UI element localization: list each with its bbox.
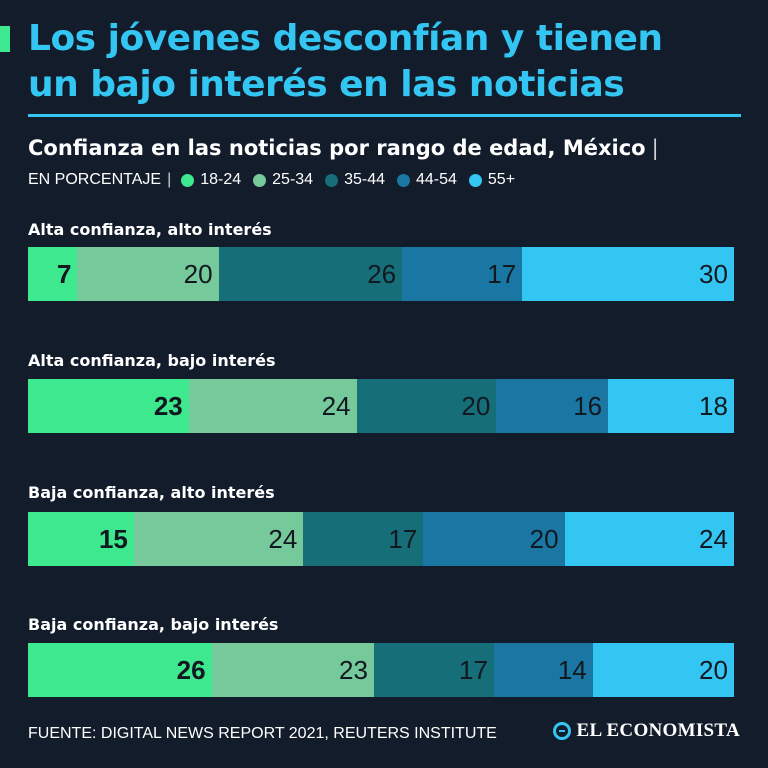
segment-value-label: 23 (153, 391, 183, 421)
stacked-bar: 7 20 26 17 30 (28, 247, 734, 301)
segment-value-label: 24 (699, 524, 728, 554)
segment-value-label: 15 (98, 524, 128, 554)
bar-segment-35-44: 17 (303, 512, 424, 566)
legend-label: 44-54 (415, 171, 457, 188)
legend-dot-icon (468, 173, 482, 187)
bar-segment-25-34: 24 (133, 512, 304, 566)
legend: EN PORCENTAJE | 18-24 25-34 35-44 44-54 55+ (28, 168, 527, 192)
legend-dot-icon (181, 173, 195, 187)
legend-separator: | (167, 171, 172, 188)
segment-value-label: 26 (176, 655, 206, 685)
legend-items: 18-24 25-34 35-44 44-54 55+ (181, 168, 527, 192)
stacked-bar: 23 24 20 16 18 (28, 379, 734, 433)
legend-item-1: 18-24 (181, 168, 241, 192)
brand-logo: EL ECONOMISTA (552, 720, 741, 742)
segment-value-label: 7 (56, 259, 72, 289)
segment-value-label: 20 (529, 524, 559, 554)
segment-value-label: 20 (183, 259, 213, 289)
stacked-bar: 15 24 17 20 24 (28, 512, 734, 566)
bar-segment-35-44: 26 (218, 247, 403, 301)
bar-segment-55+: 18 (608, 379, 734, 433)
title-line-2: un bajo interés en las noticias (28, 64, 625, 105)
brand-e-icon (552, 722, 571, 740)
title-line-1: Los jóvenes desconfían y tienen (28, 18, 663, 59)
segment-value-label: 24 (321, 391, 351, 421)
legend-label: 35-44 (344, 171, 385, 188)
bar-segment-18-24: 23 (28, 379, 189, 433)
chart-title-text: Confianza en las noticias por rango de e… (28, 136, 646, 160)
title-divider (28, 114, 741, 117)
row-label: Baja confianza, alto interés (28, 483, 275, 502)
legend-dot-icon (253, 173, 267, 187)
segment-value-label: 20 (699, 655, 728, 685)
segment-value-label: 24 (268, 524, 298, 554)
segment-value-label: 26 (367, 259, 397, 289)
bar-segment-18-24: 26 (28, 643, 212, 697)
source-note: FUENTE: DIGITAL NEWS REPORT 2021, REUTER… (28, 725, 497, 742)
segment-value-label: 20 (461, 391, 491, 421)
segment-value-label: 17 (459, 655, 488, 685)
legend-item-3: 35-44 (325, 168, 385, 192)
legend-item-5: 55+ (468, 168, 516, 192)
row-label: Baja confianza, bajo interés (28, 615, 279, 634)
chart-title-separator: | (651, 136, 659, 160)
segment-value-label: 17 (487, 259, 517, 289)
legend-label: 55+ (487, 171, 516, 188)
legend-item-4: 44-54 (396, 168, 457, 192)
bar-segment-25-34: 24 (188, 379, 357, 433)
chart-subtitle: EN PORCENTAJE (28, 171, 162, 188)
legend-dot-icon (325, 173, 339, 187)
stacked-bar: 26 23 17 14 20 (28, 643, 734, 697)
bar-segment-25-34: 23 (211, 643, 374, 697)
bar-segment-44-54: 17 (402, 247, 523, 301)
segment-value-label: 18 (699, 391, 728, 421)
chart-title: Confianza en las noticias por rango de e… (28, 132, 659, 164)
title-accent-bar (0, 26, 10, 52)
bar-segment-35-44: 17 (373, 643, 494, 697)
legend-label: 18-24 (200, 171, 242, 188)
bar-segment-55+: 24 (564, 512, 734, 566)
legend-item-2: 25-34 (253, 168, 313, 192)
bar-segment-18-24: 7 (28, 247, 78, 301)
brand-name: EL ECONOMISTA (576, 720, 740, 741)
bar-segment-25-34: 20 (77, 247, 219, 301)
segment-value-label: 30 (699, 259, 728, 289)
segment-value-label: 14 (557, 655, 587, 685)
bar-segment-55+: 30 (522, 247, 734, 301)
bar-segment-44-54: 16 (496, 379, 609, 433)
row-label: Alta confianza, bajo interés (28, 351, 276, 370)
page-title: Los jóvenes desconfían y tienen un bajo … (28, 16, 748, 108)
bar-segment-55+: 20 (592, 643, 734, 697)
bar-segment-35-44: 20 (356, 379, 497, 433)
bar-segment-18-24: 15 (28, 512, 134, 566)
segment-value-label: 23 (339, 655, 368, 685)
legend-label: 25-34 (272, 171, 314, 188)
bar-segment-44-54: 14 (493, 643, 593, 697)
legend-dot-icon (396, 173, 410, 187)
row-label: Alta confianza, alto interés (28, 220, 272, 239)
bar-segment-44-54: 20 (423, 512, 565, 566)
segment-value-label: 16 (573, 391, 603, 421)
segment-value-label: 17 (388, 524, 418, 554)
